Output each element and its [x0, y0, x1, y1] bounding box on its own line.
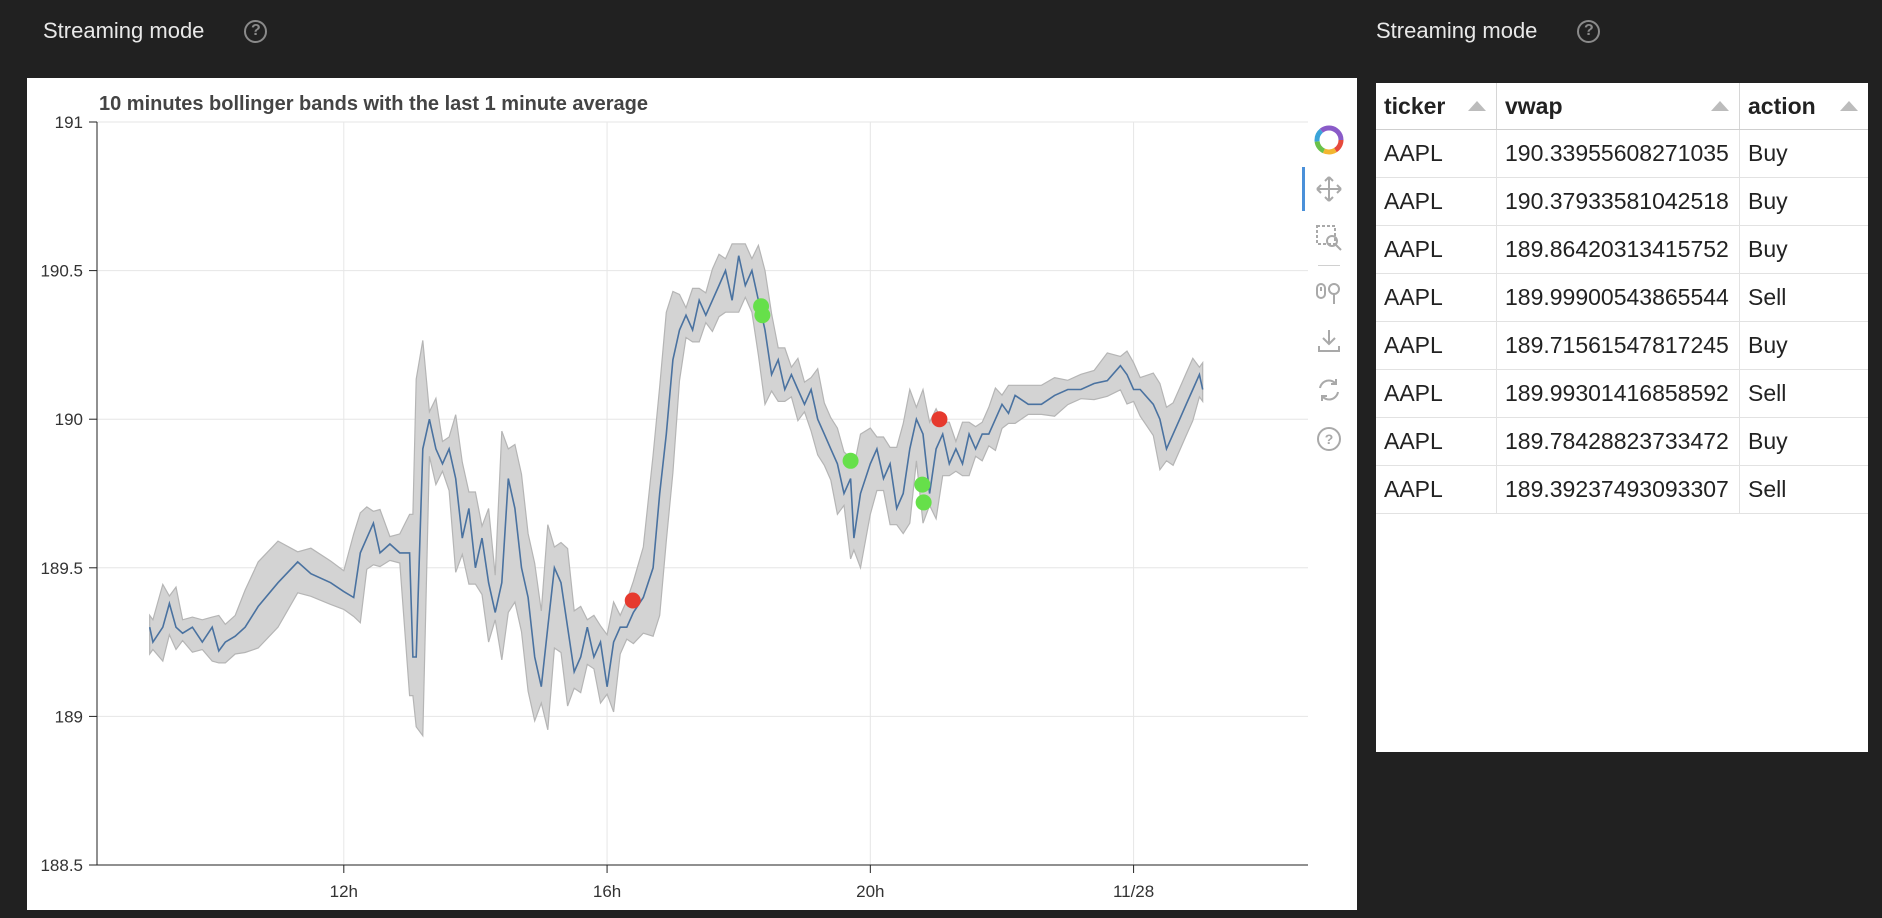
buy-marker[interactable]: [915, 494, 932, 511]
help-icon[interactable]: ?: [1577, 19, 1601, 43]
y-tick-label: 189: [55, 707, 83, 726]
x-tick-label: 20h: [856, 882, 884, 901]
table-row[interactable]: AAPL 189.86420313415752 Buy: [1376, 225, 1868, 274]
cell-ticker[interactable]: AAPL: [1376, 417, 1497, 466]
signals-table-panel: ticker vwap action AAPL 190.3395560827103…: [1376, 83, 1868, 752]
right-header-title: Streaming mode: [1376, 18, 1538, 43]
bollinger-chart[interactable]: 10 minutes bollinger bands with the last…: [27, 78, 1357, 910]
cell-action[interactable]: Sell: [1739, 465, 1868, 514]
table-row[interactable]: AAPL 189.99900543865544 Sell: [1376, 273, 1868, 322]
bollinger-band: [149, 243, 1204, 738]
cell-vwap[interactable]: 189.71561547817245: [1496, 321, 1740, 370]
cell-ticker[interactable]: AAPL: [1376, 369, 1497, 418]
table-row[interactable]: AAPL 189.78428823733472 Buy: [1376, 417, 1868, 466]
chart-title: 10 minutes bollinger bands with the last…: [99, 93, 648, 115]
column-header-ticker[interactable]: ticker: [1376, 83, 1497, 130]
cell-action[interactable]: Buy: [1739, 129, 1868, 178]
x-tick-label: 16h: [593, 882, 621, 901]
table-row[interactable]: AAPL 190.37933581042518 Buy: [1376, 177, 1868, 226]
x-tick-label: 12h: [330, 882, 358, 901]
sell-marker[interactable]: [624, 592, 641, 609]
chart-toolbar: ?: [1302, 116, 1351, 464]
pan-icon[interactable]: [1302, 167, 1347, 211]
svg-text:?: ?: [1325, 431, 1334, 447]
sort-arrow-icon[interactable]: [1468, 101, 1486, 111]
cell-ticker[interactable]: AAPL: [1376, 225, 1497, 274]
y-tick-label: 191: [55, 113, 83, 132]
box-zoom-icon[interactable]: [1311, 220, 1347, 256]
cell-ticker[interactable]: AAPL: [1376, 273, 1497, 322]
cell-vwap[interactable]: 189.78428823733472: [1496, 417, 1740, 466]
y-tick-label: 190: [55, 410, 83, 429]
cell-action[interactable]: Buy: [1739, 417, 1868, 466]
table-row[interactable]: AAPL 189.71561547817245 Buy: [1376, 321, 1868, 370]
cell-vwap[interactable]: 189.99301416858592: [1496, 369, 1740, 418]
save-icon[interactable]: [1311, 323, 1347, 359]
cell-ticker[interactable]: AAPL: [1376, 465, 1497, 514]
cell-action[interactable]: Buy: [1739, 177, 1868, 226]
toolbar-divider: [1318, 265, 1340, 266]
column-header-action[interactable]: action: [1739, 83, 1868, 130]
table-row[interactable]: AAPL 190.33955608271035 Buy: [1376, 129, 1868, 178]
average-line: [148, 255, 1204, 687]
cell-vwap[interactable]: 189.39237493093307: [1496, 465, 1740, 514]
table-row[interactable]: AAPL 189.39237493093307 Sell: [1376, 465, 1868, 514]
buy-marker[interactable]: [842, 452, 859, 469]
y-tick-label: 188.5: [40, 856, 83, 875]
left-header: Streaming mode ?: [43, 0, 268, 62]
sort-arrow-icon[interactable]: [1840, 101, 1858, 111]
cell-vwap[interactable]: 190.33955608271035: [1496, 129, 1740, 178]
y-tick-label: 190.5: [40, 262, 83, 281]
cell-action[interactable]: Buy: [1739, 321, 1868, 370]
column-header-vwap[interactable]: vwap: [1496, 83, 1740, 130]
right-header: Streaming mode ?: [1376, 0, 1601, 62]
table-row[interactable]: AAPL 189.99301416858592 Sell: [1376, 369, 1868, 418]
cell-action[interactable]: Buy: [1739, 225, 1868, 274]
buy-marker[interactable]: [914, 476, 931, 493]
y-tick-label: 189.5: [40, 559, 83, 578]
cell-vwap[interactable]: 189.86420313415752: [1496, 225, 1740, 274]
sort-arrow-icon[interactable]: [1711, 101, 1729, 111]
bokeh-logo-icon[interactable]: [1311, 122, 1347, 158]
cell-ticker[interactable]: AAPL: [1376, 129, 1497, 178]
cell-vwap[interactable]: 190.37933581042518: [1496, 177, 1740, 226]
help-icon[interactable]: ?: [244, 19, 268, 43]
cell-ticker[interactable]: AAPL: [1376, 177, 1497, 226]
chart-panel: 10 minutes bollinger bands with the last…: [27, 78, 1357, 910]
left-header-title: Streaming mode: [43, 18, 205, 43]
cell-ticker[interactable]: AAPL: [1376, 321, 1497, 370]
buy-marker[interactable]: [754, 307, 771, 324]
cell-vwap[interactable]: 189.99900543865544: [1496, 273, 1740, 322]
wheel-zoom-icon[interactable]: [1311, 274, 1347, 310]
x-tick-label: 11/28: [1113, 882, 1154, 901]
signals-table: ticker vwap action AAPL 190.3395560827103…: [1376, 83, 1868, 514]
reset-icon[interactable]: [1311, 372, 1347, 408]
sell-marker[interactable]: [931, 411, 948, 428]
cell-action[interactable]: Sell: [1739, 273, 1868, 322]
help-icon[interactable]: ?: [1311, 421, 1347, 457]
table-header-row: ticker vwap action: [1376, 83, 1868, 130]
cell-action[interactable]: Sell: [1739, 369, 1868, 418]
